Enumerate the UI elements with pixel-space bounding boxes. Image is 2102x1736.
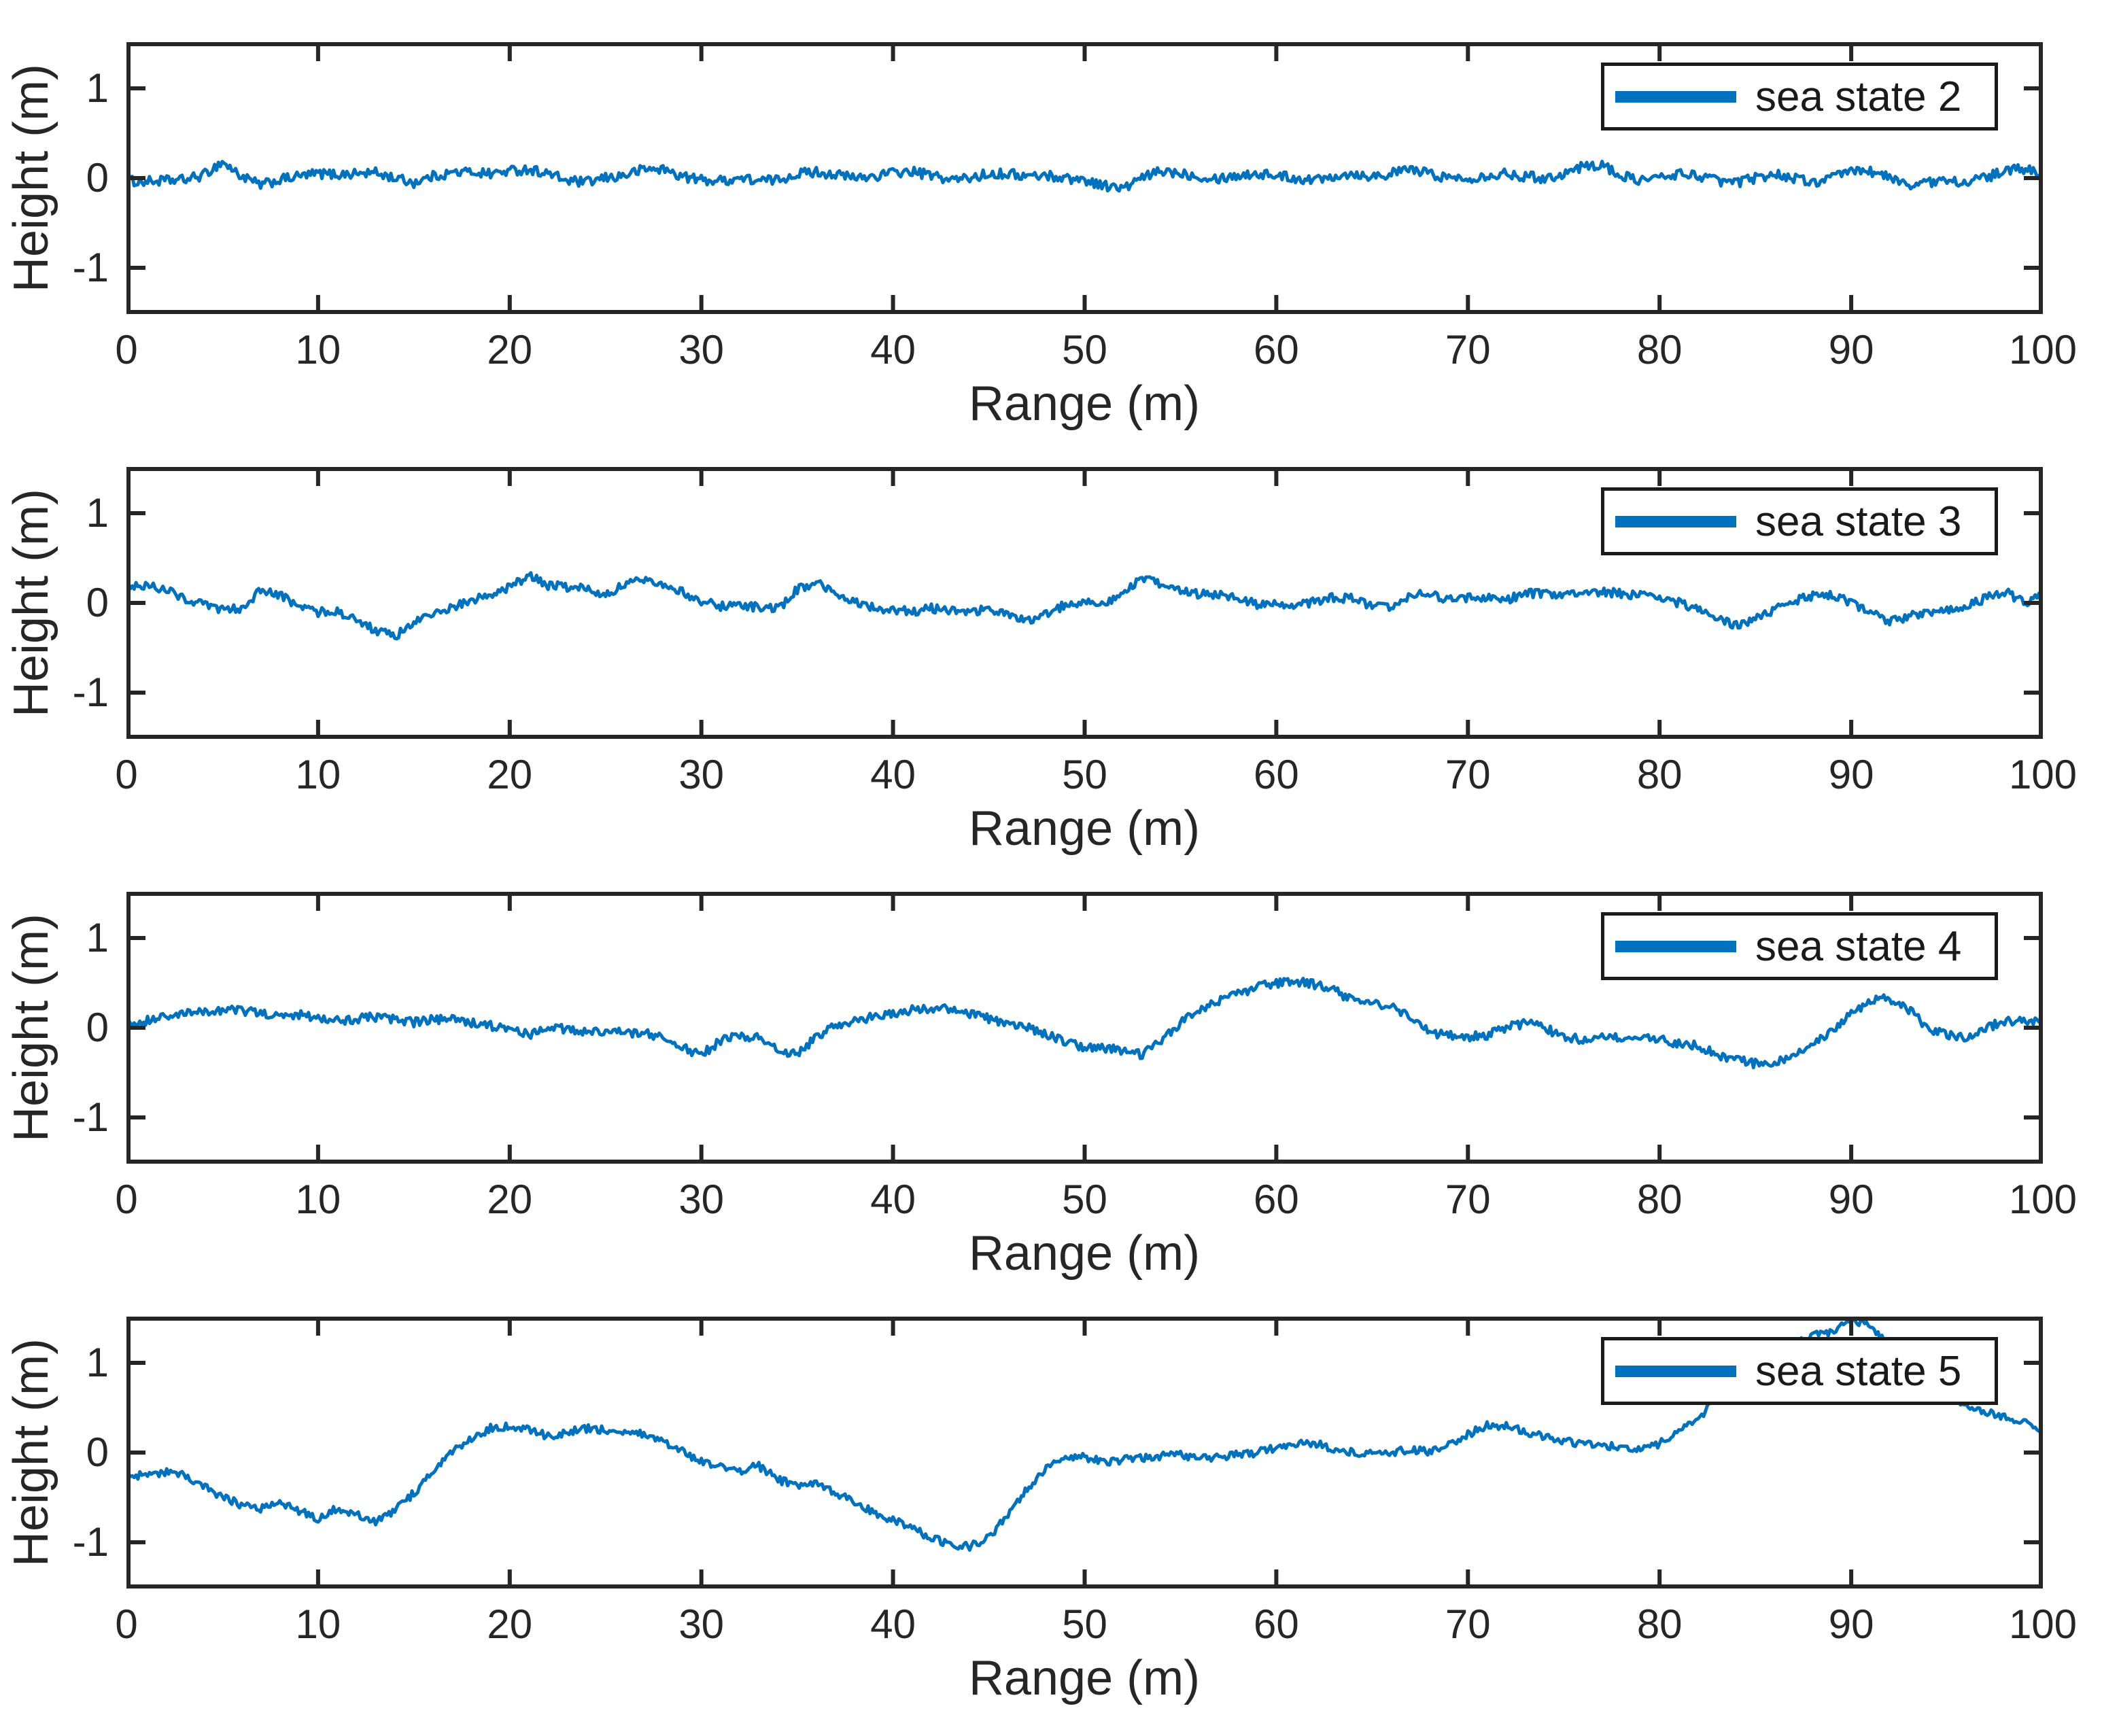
x-tick-label: 0 (115, 1177, 138, 1222)
x-tick-label: 40 (870, 1177, 916, 1222)
x-tick-label: 50 (1062, 752, 1107, 797)
x-axis-label: Range (m) (968, 1226, 1201, 1281)
plot-area (126, 467, 2043, 739)
x-tick-label: 90 (1828, 752, 1874, 797)
x-tick-label: 60 (1254, 1177, 1299, 1222)
x-tick-label: 50 (1062, 1177, 1107, 1222)
axis-frame (126, 1317, 2043, 1589)
y-tick-label: 1 (86, 1340, 109, 1385)
axis-frame (126, 467, 2043, 739)
plot-area (126, 42, 2043, 314)
x-axis-label: Range (m) (968, 1651, 1201, 1705)
legend: sea state 2 (1601, 63, 1998, 131)
plot-area (126, 892, 2043, 1164)
x-tick-label: 30 (678, 327, 725, 372)
x-tick-label: 90 (1828, 327, 1874, 372)
y-tick-label: -1 (72, 1094, 109, 1140)
legend-line-swatch (1615, 515, 1736, 527)
x-tick-label: 80 (1636, 1177, 1683, 1222)
waveform-svg (126, 42, 2043, 314)
sea-state-2-curve (126, 160, 2043, 193)
x-tick-label: 90 (1828, 1601, 1874, 1647)
legend-label: sea state 3 (1755, 498, 1962, 545)
sea-state-4-curve (126, 977, 2043, 1070)
y-tick-label: 1 (86, 490, 109, 536)
y-tick-label: 0 (86, 580, 109, 625)
x-tick-label: 10 (295, 1177, 341, 1222)
x-tick-label: 80 (1636, 1601, 1683, 1647)
x-axis-label: Range (m) (968, 377, 1201, 431)
x-tick-label: 30 (678, 1601, 725, 1647)
waveform-svg (126, 467, 2043, 739)
subplot-sea-state-2: Height (m) Range (m) sea state 2 -1 0 1 0 10… (0, 42, 2102, 467)
x-tick-label: 30 (678, 1177, 725, 1222)
x-tick-label: 40 (870, 327, 916, 372)
legend-label: sea state 5 (1755, 1347, 1962, 1395)
y-tick-label: 0 (86, 1429, 109, 1475)
x-tick-label: 70 (1445, 1177, 1491, 1222)
y-tick-label: 1 (86, 65, 109, 111)
x-tick-label: 20 (487, 327, 533, 372)
y-tick-label: -1 (72, 670, 109, 715)
legend-line-swatch (1615, 940, 1736, 952)
x-tick-label: 40 (870, 752, 916, 797)
legend-line-swatch (1615, 1365, 1736, 1377)
subplot-sea-state-5: Height (m) Range (m) sea state 5 -1 0 1 0 10… (0, 1317, 2102, 1736)
legend-label: sea state 4 (1755, 922, 1962, 970)
legend-label: sea state 2 (1755, 73, 1962, 120)
x-tick-label: 20 (487, 1177, 533, 1222)
x-tick-label: 70 (1445, 1601, 1491, 1647)
sea-state-3-curve (126, 571, 2043, 641)
x-tick-label: 100 (2008, 1601, 2078, 1647)
x-tick-label: 100 (2008, 327, 2078, 372)
x-axis-label: Range (m) (968, 801, 1201, 856)
subplot-sea-state-4: Height (m) Range (m) sea state 4 -1 0 1 0 10… (0, 892, 2102, 1317)
y-tick-label: -1 (72, 1519, 109, 1565)
x-tick-label: 70 (1445, 752, 1491, 797)
x-tick-label: 0 (115, 752, 138, 797)
y-tick-label: -1 (72, 245, 109, 290)
waveform-svg (126, 892, 2043, 1164)
x-tick-label: 20 (487, 1601, 533, 1647)
x-tick-label: 10 (295, 752, 341, 797)
x-tick-label: 80 (1636, 752, 1683, 797)
x-tick-label: 50 (1062, 327, 1107, 372)
x-tick-label: 10 (295, 327, 341, 372)
x-tick-label: 0 (115, 327, 138, 372)
x-tick-label: 60 (1254, 1601, 1299, 1647)
legend: sea state 5 (1601, 1337, 1998, 1405)
x-tick-label: 100 (2008, 1177, 2078, 1222)
x-tick-label: 60 (1254, 327, 1299, 372)
x-tick-label: 80 (1636, 327, 1683, 372)
x-tick-label: 60 (1254, 752, 1299, 797)
legend-line-swatch (1615, 90, 1736, 103)
y-tick-label: 1 (86, 915, 109, 960)
y-tick-label: 0 (86, 1005, 109, 1050)
x-tick-label: 10 (295, 1601, 341, 1647)
legend: sea state 4 (1601, 912, 1998, 980)
x-tick-label: 90 (1828, 1177, 1874, 1222)
x-tick-label: 50 (1062, 1601, 1107, 1647)
subplot-sea-state-3: Height (m) Range (m) sea state 3 -1 0 1 0 10… (0, 467, 2102, 892)
legend: sea state 3 (1601, 487, 1998, 555)
x-tick-label: 0 (115, 1601, 138, 1647)
y-tick-label: 0 (86, 155, 109, 201)
x-tick-label: 30 (678, 752, 725, 797)
axis-frame (126, 42, 2043, 314)
x-tick-label: 20 (487, 752, 533, 797)
axis-frame (126, 892, 2043, 1164)
x-tick-label: 70 (1445, 327, 1491, 372)
x-tick-label: 40 (870, 1601, 916, 1647)
x-tick-label: 100 (2008, 752, 2078, 797)
